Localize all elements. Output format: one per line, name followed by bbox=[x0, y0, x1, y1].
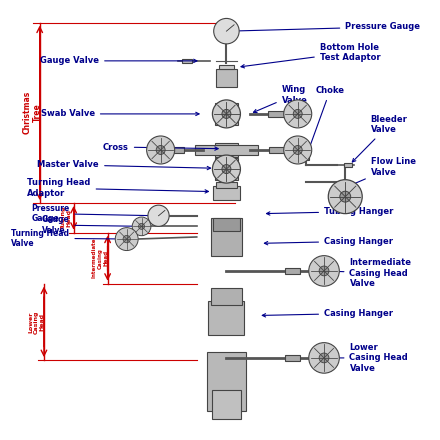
Text: Tubing Hanger: Tubing Hanger bbox=[267, 207, 393, 216]
Circle shape bbox=[222, 165, 231, 173]
Bar bbox=[285, 268, 300, 274]
Circle shape bbox=[340, 191, 351, 202]
Text: Intermediate
Casing Head
Valve: Intermediate Casing Head Valve bbox=[328, 258, 411, 288]
Text: Lower
Casing
Head: Lower Casing Head bbox=[28, 310, 44, 334]
Bar bbox=[219, 65, 234, 70]
Bar bbox=[216, 183, 237, 188]
Bar bbox=[211, 288, 242, 305]
Bar bbox=[345, 163, 352, 167]
Text: Turning Head
Valve: Turning Head Valve bbox=[11, 228, 133, 248]
Bar bbox=[182, 59, 192, 63]
Circle shape bbox=[123, 235, 130, 243]
Circle shape bbox=[319, 353, 329, 363]
Text: Pressure Gauge: Pressure Gauge bbox=[233, 22, 420, 33]
Bar bbox=[215, 158, 238, 180]
Circle shape bbox=[214, 18, 239, 44]
Bar bbox=[168, 147, 184, 153]
Circle shape bbox=[213, 155, 240, 183]
Circle shape bbox=[156, 146, 165, 154]
Text: Cross: Cross bbox=[103, 143, 218, 151]
Text: Casing Hanger: Casing Hanger bbox=[264, 237, 393, 246]
Bar bbox=[268, 111, 285, 117]
Text: Flow Line
Valve: Flow Line Valve bbox=[343, 157, 416, 189]
Text: Swab Valve: Swab Valve bbox=[41, 110, 199, 118]
Bar bbox=[213, 186, 240, 200]
Text: Bleeder
Valve: Bleeder Valve bbox=[352, 115, 407, 162]
Circle shape bbox=[284, 100, 312, 128]
Circle shape bbox=[309, 256, 339, 286]
Bar bbox=[213, 218, 240, 231]
Circle shape bbox=[222, 110, 231, 118]
Text: Gauge Valve: Gauge Valve bbox=[40, 56, 197, 66]
Text: Wing
Valve: Wing Valve bbox=[253, 85, 308, 113]
Bar bbox=[269, 147, 286, 153]
Circle shape bbox=[213, 100, 240, 128]
Text: Casing Hanger: Casing Hanger bbox=[262, 309, 393, 318]
Circle shape bbox=[139, 224, 145, 229]
Text: Intermediate
Casing
Head: Intermediate Casing Head bbox=[92, 238, 108, 279]
Bar bbox=[215, 143, 238, 158]
Circle shape bbox=[148, 205, 169, 226]
Circle shape bbox=[132, 217, 151, 236]
Bar bbox=[212, 390, 241, 419]
Text: Gauge
Valve: Gauge Valve bbox=[42, 216, 142, 235]
Bar bbox=[285, 355, 300, 361]
Circle shape bbox=[115, 227, 138, 250]
Bar bbox=[216, 69, 237, 87]
Text: Christmas
Tree: Christmas Tree bbox=[22, 91, 42, 135]
Circle shape bbox=[293, 110, 302, 118]
Text: Pressure
Gauge: Pressure Gauge bbox=[31, 204, 154, 224]
Circle shape bbox=[309, 343, 339, 373]
Circle shape bbox=[147, 136, 175, 164]
Text: Turning Head
Adaptor: Turning Head Adaptor bbox=[27, 179, 209, 198]
Bar bbox=[303, 154, 309, 160]
Bar bbox=[194, 145, 258, 155]
Text: Tubing
Head: Tubing Head bbox=[61, 206, 71, 230]
Bar bbox=[209, 301, 245, 334]
Text: Lower
Casing Head
Valve: Lower Casing Head Valve bbox=[328, 343, 408, 373]
Circle shape bbox=[319, 266, 329, 276]
Circle shape bbox=[293, 146, 302, 154]
Text: Choke: Choke bbox=[308, 86, 345, 150]
Text: Master Valve: Master Valve bbox=[37, 160, 210, 170]
Circle shape bbox=[284, 136, 312, 164]
Bar bbox=[210, 218, 242, 256]
Bar bbox=[215, 103, 238, 125]
Text: Bottom Hole
Test Adaptor: Bottom Hole Test Adaptor bbox=[241, 43, 381, 68]
Bar bbox=[207, 352, 246, 411]
Circle shape bbox=[328, 180, 362, 214]
